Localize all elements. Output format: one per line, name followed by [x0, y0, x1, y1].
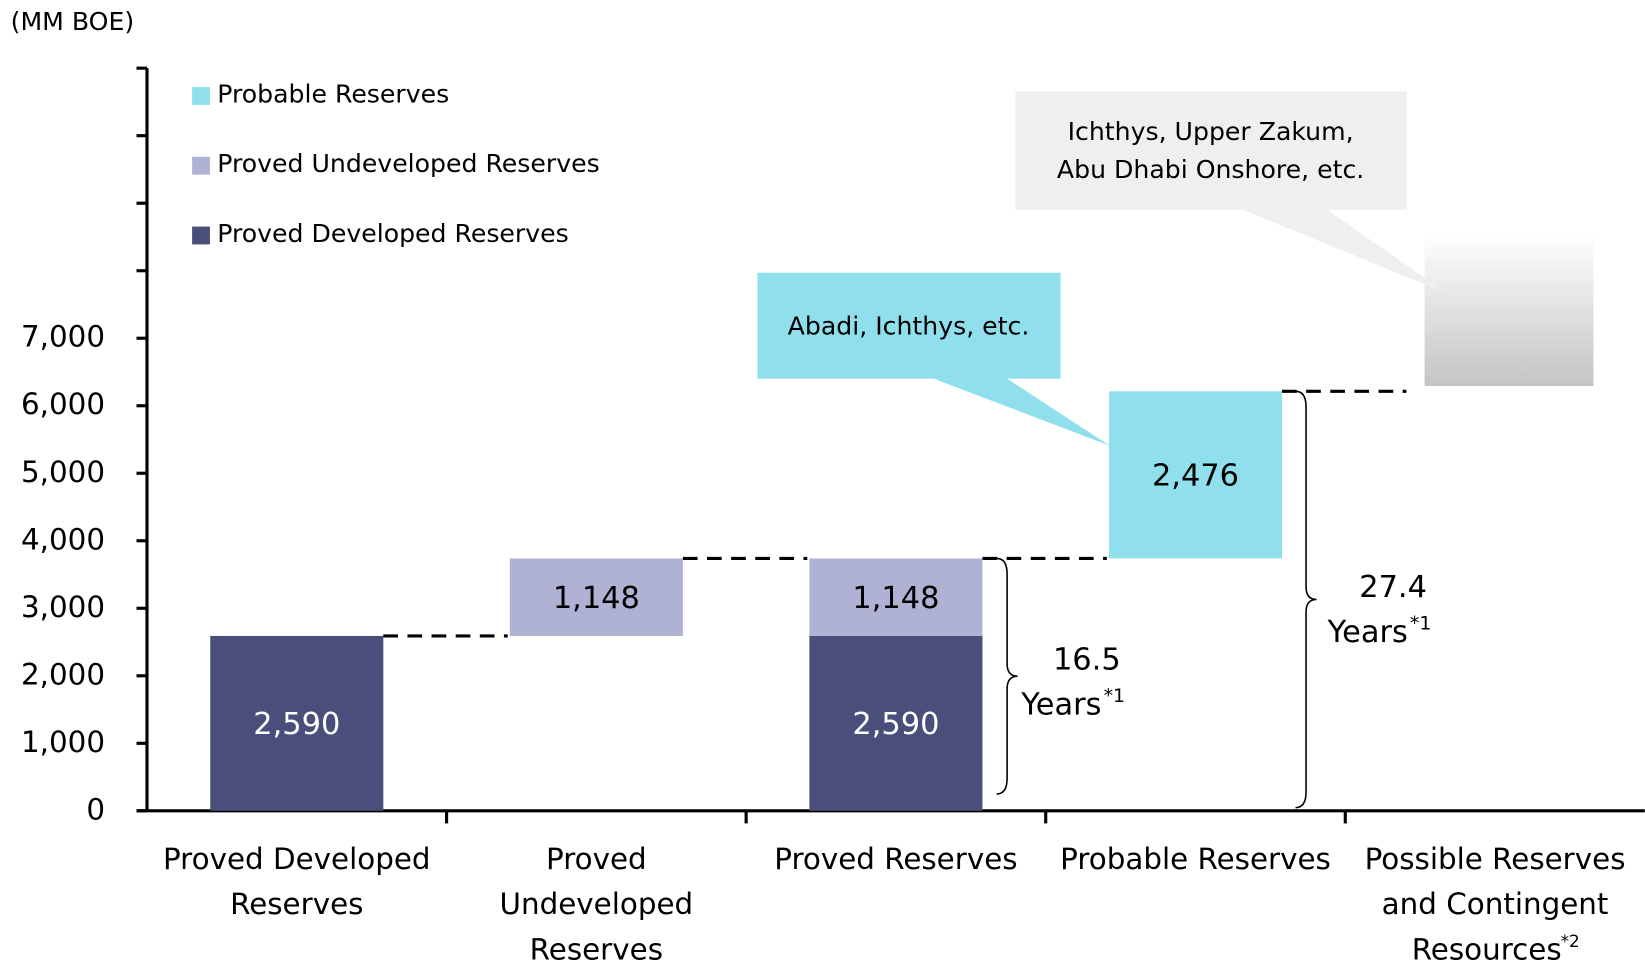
legend-label: Proved Undeveloped Reserves	[217, 149, 599, 178]
bar	[509, 558, 683, 636]
value-label: 2,590	[253, 707, 340, 742]
callout-box	[1015, 91, 1407, 210]
y-tick-label: 5,000	[21, 455, 105, 489]
possible-box	[1424, 232, 1594, 386]
callout-pointer	[933, 378, 1110, 446]
callout-text: Abadi, Ichthys, etc.	[788, 311, 1030, 340]
brace-note: *1	[1410, 613, 1431, 635]
legend-label: Probable Reserves	[217, 79, 449, 108]
value-label: 2,476	[1152, 458, 1239, 493]
brace-unit: Years	[1327, 615, 1408, 650]
brace-value: 27.4	[1359, 570, 1427, 605]
brace-note: *1	[1104, 685, 1125, 707]
bar	[809, 635, 983, 811]
bar	[809, 558, 983, 636]
unit-label: (MM BOE)	[11, 7, 135, 36]
y-tick-label: 1,000	[21, 725, 105, 759]
legend-swatch	[192, 87, 210, 105]
category-note: *2	[1561, 931, 1580, 951]
y-tick-label: 6,000	[21, 387, 105, 421]
x-tick-label: Proved Reserves	[774, 842, 1017, 876]
callout-pointer	[1243, 209, 1448, 294]
y-tick-label: 7,000	[21, 320, 105, 354]
x-tick-label: Proved Developed Reserves	[163, 842, 431, 921]
brace-unit: Years	[1020, 687, 1101, 722]
bar	[1108, 391, 1283, 559]
y-tick-label: 3,000	[21, 590, 105, 624]
callout-text: Ichthys, Upper Zakum, Abu Dhabi Onshore, …	[1057, 117, 1364, 184]
x-tick-label: Probable Reserves	[1060, 842, 1331, 876]
brace-value: 16.5	[1053, 642, 1121, 677]
y-tick-label: 2,000	[21, 657, 105, 691]
value-label: 1,148	[553, 581, 640, 616]
brace	[996, 557, 1018, 795]
legend-swatch	[192, 226, 210, 245]
brace	[1295, 390, 1317, 809]
value-label: 2,590	[852, 707, 939, 742]
x-tick-label: Proved Undeveloped Reserves	[500, 842, 694, 965]
y-tick-label: 0	[86, 792, 105, 826]
bar	[210, 635, 384, 811]
y-tick-label: 4,000	[21, 522, 105, 556]
legend-swatch	[192, 156, 210, 175]
x-tick-label: Possible Reserves and Contingent Resources	[1365, 842, 1626, 965]
legend-label: Proved Developed Reserves	[217, 219, 568, 248]
value-label: 1,148	[852, 581, 939, 616]
callout-box	[757, 272, 1061, 379]
